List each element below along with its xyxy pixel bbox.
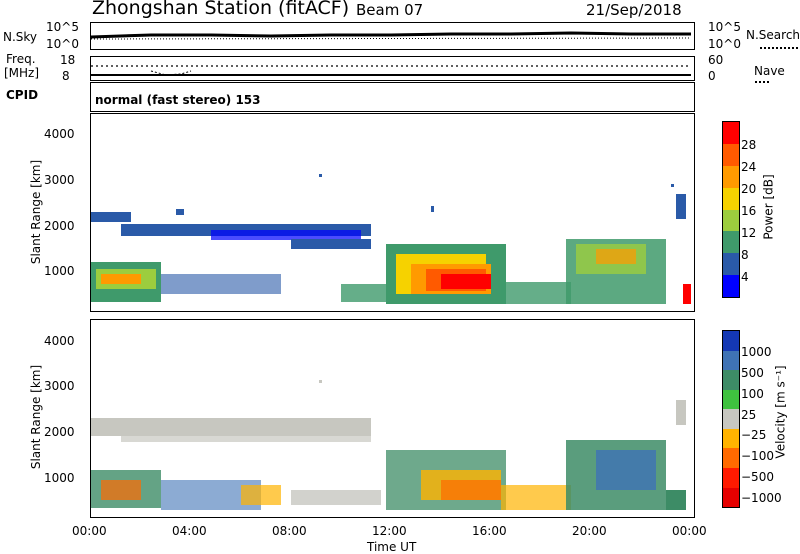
velocity-cb-tick-25: 25 [741,408,757,422]
power-colorbar-seg-3 [723,165,739,188]
power-colorbar-seg-4 [723,187,739,210]
velocity-ytick-1000: 1000 [44,471,75,485]
velocity-colorbar-seg-7 [723,448,739,468]
velocity-cb-tick-neg1000: −1000 [741,491,782,505]
power-ytick-4000: 4000 [44,127,75,141]
velocity-cb-tick-neg25: −25 [741,428,767,442]
power-cb-tick-20: 20 [741,182,757,196]
power-ytick-3000: 3000 [44,173,75,187]
velocity-ytick-3000: 3000 [44,379,75,393]
power-colorbar-seg-2 [723,143,739,166]
power-colorbar-seg-8 [723,275,739,297]
nsky-right-bottom-tick: 10^0 [708,37,741,51]
beam-label: Beam 07 [356,1,424,19]
velocity-colorbar-seg-6 [723,428,739,449]
freq-panel [90,56,695,81]
nsky-label: N.Sky [3,30,38,44]
power-colorbar-seg-7 [723,253,739,276]
power-cb-tick-28: 28 [741,138,757,152]
nsky-top-tick: 10^5 [46,20,79,34]
xtick-00-start: 00:00 [72,524,107,538]
velocity-ytick-2000: 2000 [44,425,75,439]
velocity-plot-area [90,319,695,518]
velocity-cb-tick-500: 500 [741,366,764,380]
nsky-trace [90,31,692,40]
freq-bottom-tick: 8 [62,69,70,83]
xtick-04: 04:00 [172,524,207,538]
xtick-08: 08:00 [272,524,307,538]
freq-top-tick: 18 [60,53,76,67]
power-ylabel: Slant Range [km] [29,159,44,265]
freq-trace [91,65,691,76]
velocity-colorbar-seg-3 [723,370,739,390]
velocity-cb-tick-1000: 1000 [741,345,772,359]
velocity-colorbar-seg-1 [723,331,739,351]
velocity-echo-map [91,380,686,510]
freq-label-2: [MHz] [4,66,40,80]
velocity-ytick-4000: 4000 [44,334,75,348]
xtick-20: 20:00 [572,524,607,538]
velocity-colorbar-seg-8 [723,467,739,488]
power-cb-tick-12: 12 [741,226,757,240]
velocity-cb-tick-neg100: −100 [741,449,774,463]
station-title: Zhongshan Station (fitACF) [92,0,350,19]
nsearch-label: N.Search [746,28,800,42]
nave-legend-line [755,81,769,83]
power-echo-map [91,174,691,304]
power-plot-area [90,113,695,312]
power-colorbar [722,121,740,298]
nsky-bottom-tick: 10^0 [46,37,79,51]
power-cb-tick-24: 24 [741,160,757,174]
nsearch-legend-line [760,47,798,49]
power-colorbar-seg-1 [723,122,739,144]
velocity-cb-tick-neg500: −500 [741,470,774,484]
nave-label: Nave [754,64,785,78]
nsky-panel [90,22,695,50]
power-ytick-1000: 1000 [44,264,75,278]
power-colorbar-seg-5 [723,209,739,232]
cpid-label: CPID [6,88,39,102]
freq-right-bottom-tick: 0 [708,69,716,83]
nsky-right-top-tick: 10^5 [708,20,741,34]
freq-label-1: Freq. [6,52,36,66]
power-colorbar-label: Power [dB] [761,174,776,240]
xtick-00-end: 00:00 [672,524,707,538]
velocity-colorbar-seg-4 [723,389,739,410]
freq-right-top-tick: 60 [708,53,724,67]
power-cb-tick-16: 16 [741,204,757,218]
velocity-colorbar-seg-2 [723,350,739,371]
cpid-panel [90,82,695,112]
cpid-value: normal (fast stereo) 153 [95,93,261,107]
velocity-colorbar-seg-5 [723,409,739,429]
velocity-colorbar [722,330,740,508]
power-cb-tick-8: 8 [741,248,749,262]
xtick-16: 16:00 [472,524,507,538]
velocity-colorbar-seg-9 [723,487,739,508]
xaxis-label: Time UT [367,540,417,554]
power-cb-tick-4: 4 [741,270,749,284]
xtick-12: 12:00 [372,524,407,538]
velocity-cb-tick-100: 100 [741,387,764,401]
velocity-colorbar-label: Velocity [m s⁻¹] [773,365,788,459]
date-label: 21/Sep/2018 [586,1,682,19]
velocity-ylabel: Slant Range [km] [29,364,44,470]
power-ytick-2000: 2000 [44,219,75,233]
power-colorbar-seg-6 [723,231,739,254]
